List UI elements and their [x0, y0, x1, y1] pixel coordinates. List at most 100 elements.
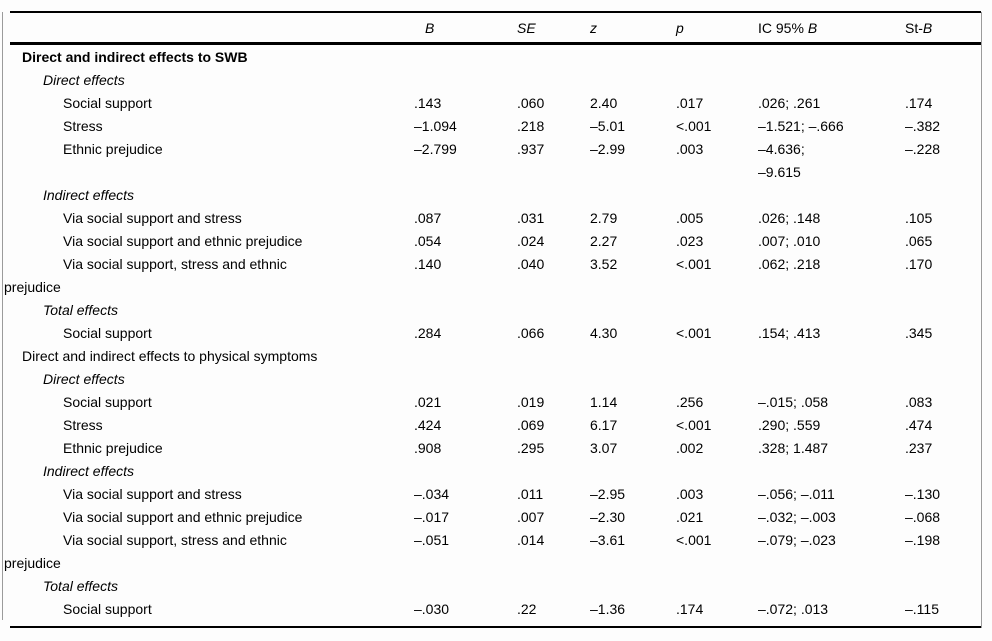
cell-st: .174: [905, 95, 933, 111]
cell-p: .003: [676, 486, 704, 502]
cell-se: .937: [517, 141, 545, 157]
table-row: Social support .284 .066 4.30 <.001 .154; .41…: [10, 322, 981, 345]
cell-z: 2.27: [590, 233, 618, 249]
cell-st: .083: [905, 394, 933, 410]
cell-z: 1.14: [590, 394, 618, 410]
cell-p: .005: [676, 210, 704, 226]
cell-se: .069: [517, 417, 545, 433]
cell-p: .021: [676, 509, 704, 525]
cell-ic: .154; .413: [758, 325, 821, 341]
cell-z: 3.07: [590, 440, 618, 456]
cell-st: .105: [905, 210, 933, 226]
table-row: Indirect effects: [10, 460, 981, 483]
cell-p: <.001: [676, 256, 712, 272]
cell-b: –1.094: [414, 118, 457, 134]
cell-ic: –.032; –.003: [758, 509, 836, 525]
cell-se: .060: [517, 95, 545, 111]
cell-b: –.017: [414, 509, 450, 525]
cell-b: .021: [414, 394, 442, 410]
cell-z: 4.30: [590, 325, 618, 341]
table-row: Direct and indirect effects to physical …: [10, 345, 981, 368]
cell-ic: .007; .010: [758, 233, 821, 249]
row-label: Stress: [63, 417, 103, 433]
table-row: Via social support and ethnic prejudice –…: [10, 506, 981, 529]
row-label: Via social support, stress and ethnic: [63, 532, 287, 548]
table-row: Direct effects: [10, 69, 981, 92]
table-header-rule: [10, 42, 981, 45]
ci-line-2: –9.615: [758, 164, 801, 180]
table-row: Ethnic prejudice .908 .295 3.07 .002 .328; 1.…: [10, 437, 981, 460]
cell-st: .170: [905, 256, 933, 272]
cell-ic: .290; .559: [758, 417, 821, 433]
table-row: Via social support and stress –.034 .011 –2…: [10, 483, 981, 506]
table-bottom-rule: [10, 626, 981, 628]
column-header-ic95: IC 95% B: [758, 20, 818, 36]
cell-b: .140: [414, 256, 442, 272]
cell-st: –.198: [905, 532, 941, 548]
cell-p: .003: [676, 141, 704, 157]
column-header-p: p: [676, 20, 684, 36]
cell-se: .295: [517, 440, 545, 456]
row-label: Via social support and ethnic prejudice: [63, 233, 303, 249]
column-header-b: B: [425, 20, 435, 36]
cell-b: .284: [414, 325, 442, 341]
cell-st: .237: [905, 440, 933, 456]
cell-b: .908: [414, 440, 442, 456]
column-header-z: z: [590, 20, 597, 36]
table-row: Via social support and ethnic prejudice.…: [10, 230, 981, 253]
ci-line-1: –4.636;: [758, 141, 805, 157]
cell-z: –2.99: [590, 141, 626, 157]
row-label: Via social support and stress: [63, 210, 242, 226]
cell-ic: –.079; –.023: [758, 532, 836, 548]
table-row: Via social support, stress and ethnic .14…: [10, 253, 981, 276]
cell-p: <.001: [676, 417, 712, 433]
cell-z: 6.17: [590, 417, 618, 433]
table-row: Total effects: [10, 575, 981, 598]
cell-ic: .062; .218: [758, 256, 821, 272]
cell-ic: –.072; .013: [758, 601, 829, 617]
row-label: Stress: [63, 118, 103, 134]
cell-se: .007: [517, 509, 545, 525]
row-label: Social support: [63, 95, 152, 111]
subsection-label: Direct effects: [43, 72, 125, 88]
cell-z: –3.61: [590, 532, 626, 548]
section-label: Direct and indirect effects to SWB: [22, 49, 248, 65]
cell-p: .174: [676, 601, 704, 617]
row-label: Social support: [63, 325, 152, 341]
column-header-se: SE: [517, 20, 536, 36]
cell-st: –.068: [905, 509, 941, 525]
cell-se: .040: [517, 256, 545, 272]
cell-b: –2.799: [414, 141, 457, 157]
subsection-label: Indirect effects: [43, 187, 135, 203]
table-top-rule: [10, 11, 981, 13]
table-row: Via social support and stress .087 .031 2.7…: [10, 207, 981, 230]
subsection-label: Total effects: [43, 578, 118, 594]
row-label: Social support: [63, 601, 152, 617]
cell-ic: –4.636; –9.615: [758, 138, 905, 184]
cell-p: <.001: [676, 118, 712, 134]
subsection-label: Total effects: [43, 302, 118, 318]
table-row: Via social support, stress and ethnic –.0…: [10, 529, 981, 552]
column-header-stb: St-B: [905, 20, 933, 36]
table-row: Social support –.030 .22 –1.36 .174 –.072; .0…: [10, 598, 981, 621]
cell-p: <.001: [676, 532, 712, 548]
cell-z: –5.01: [590, 118, 626, 134]
cell-se: .066: [517, 325, 545, 341]
cell-z: 3.52: [590, 256, 618, 272]
cell-p: .017: [676, 95, 704, 111]
cell-p: .256: [676, 394, 704, 410]
table-right-border: [981, 12, 982, 628]
cell-z: –1.36: [590, 601, 626, 617]
table-left-border: [2, 12, 3, 620]
cell-b: .087: [414, 210, 442, 226]
cell-ic: –.015; .058: [758, 394, 829, 410]
table-row: Social support .021 .019 1.14 .256 –.015; .05…: [10, 391, 981, 414]
cell-st: –.382: [905, 118, 941, 134]
cell-p: .002: [676, 440, 704, 456]
subsection-label: Indirect effects: [43, 463, 135, 479]
cell-z: –2.30: [590, 509, 626, 525]
row-label: Via social support and ethnic prejudice: [63, 509, 303, 525]
column-header-empty: [10, 17, 414, 40]
cell-se: .019: [517, 394, 545, 410]
row-label: Via social support, stress and ethnic: [63, 256, 287, 272]
